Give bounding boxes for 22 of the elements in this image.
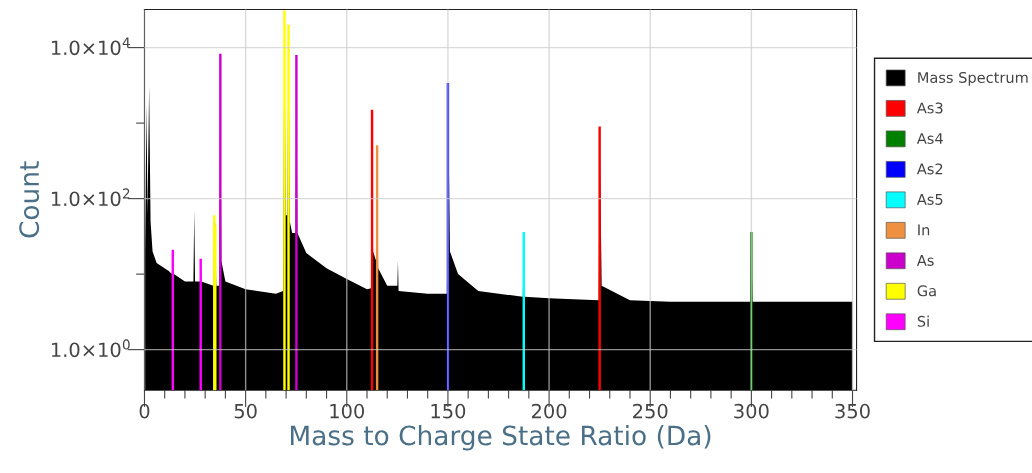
y-axis-title: Count <box>19 161 40 238</box>
legend-label: As3 <box>916 102 943 114</box>
x-tick-label: 250 <box>633 403 668 419</box>
x-tick-label: 350 <box>835 403 870 419</box>
x-axis-title: Mass to Charge State Ratio (Da) <box>290 425 711 451</box>
legend-label: As5 <box>916 194 943 205</box>
legend-label: Ga <box>917 285 936 297</box>
legend-label: Mass Spectrum <box>918 71 1028 86</box>
y-tick-label: 1.0×10$^{0}$ <box>51 339 130 358</box>
x-tick-label: 200 <box>531 403 567 419</box>
legend-label: In <box>918 224 930 236</box>
legend-label: As2 <box>916 163 943 175</box>
x-tick-label: 50 <box>234 403 257 419</box>
legend-label: Si <box>917 315 929 327</box>
y-tick-label: 1.0×10$^{2}$ <box>51 188 130 207</box>
x-tick-label: 0 <box>139 403 150 419</box>
x-tick-label: 150 <box>431 403 466 419</box>
x-tick-label: 100 <box>330 403 365 419</box>
legend-label: As <box>916 255 934 266</box>
x-tick-label: 300 <box>734 403 769 419</box>
legend-label: As4 <box>916 133 943 144</box>
y-tick-label: 1.0×10$^{4}$ <box>51 37 130 56</box>
